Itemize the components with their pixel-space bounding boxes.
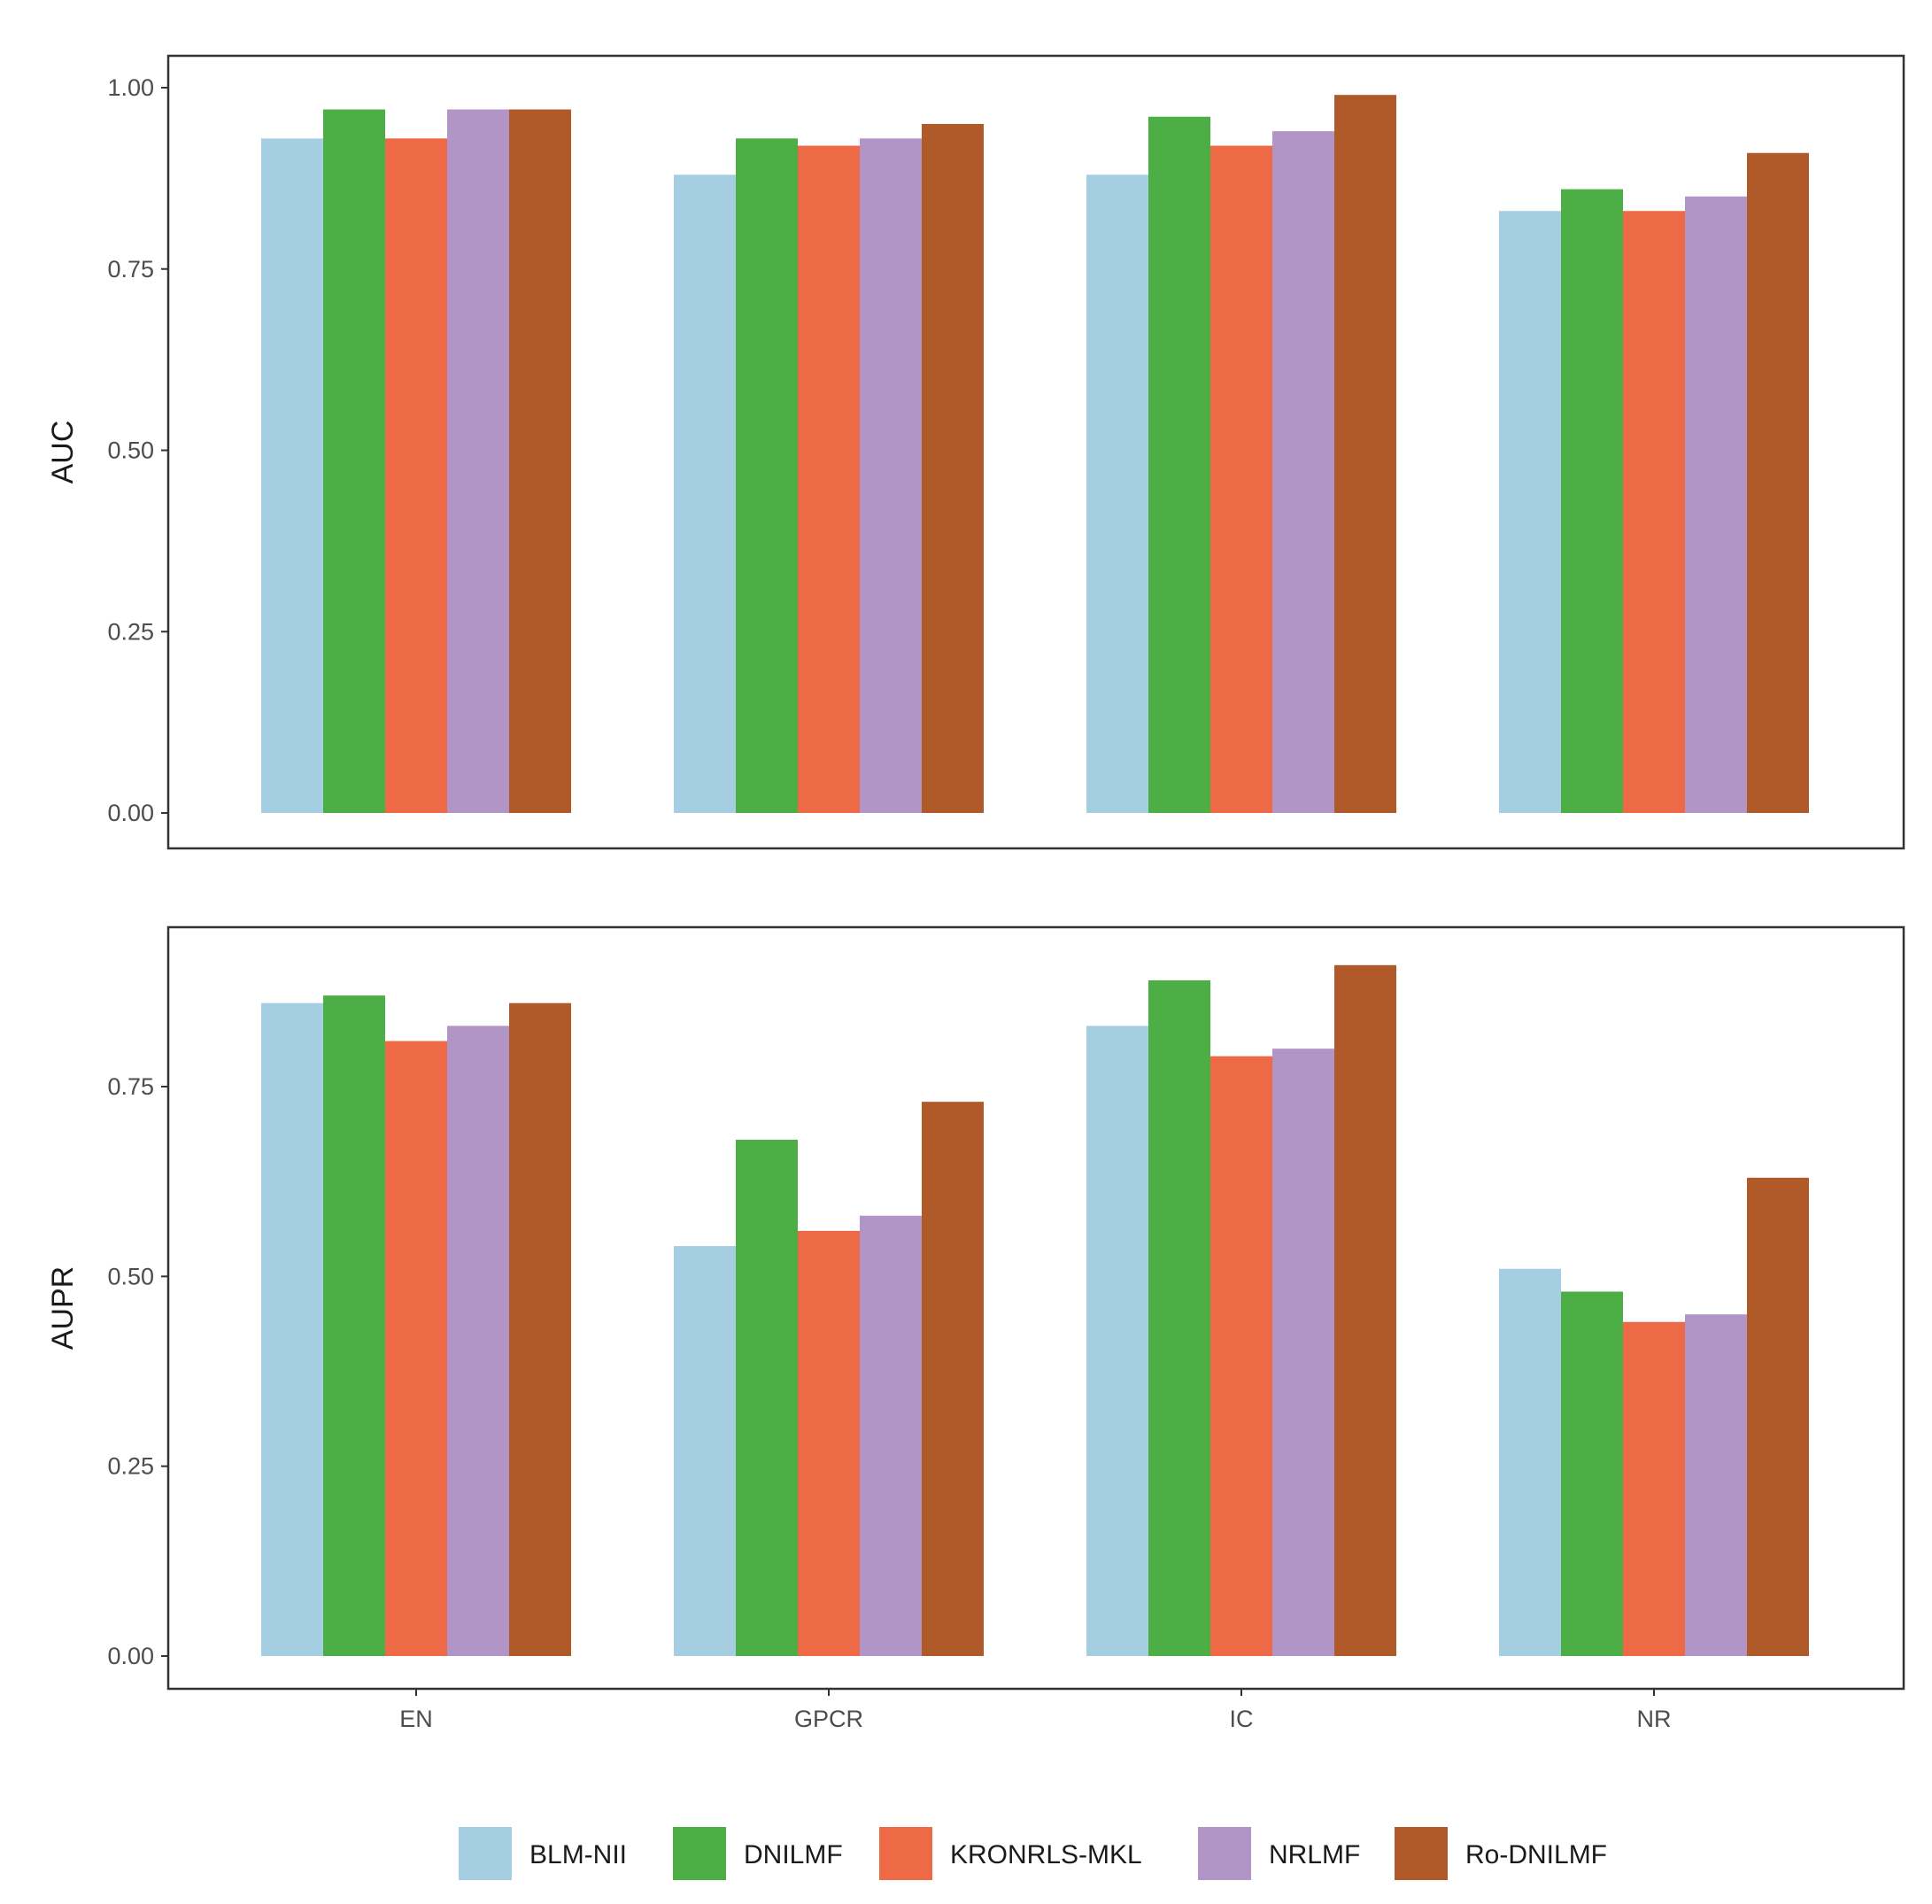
bar-aupr-gpcr-dnilmf [736,1140,798,1656]
x-tick-label: GPCR [794,1706,863,1732]
bar-auc-en-kronrls-mkl [385,138,447,813]
bar-aupr-gpcr-kronrls-mkl [798,1230,860,1656]
legend-label: DNILMF [744,1840,843,1869]
bar-auc-nr-blm-nii [1499,211,1561,814]
bar-aupr-ic-ro-dnilmf [1334,964,1396,1656]
panel-border [166,925,1905,1691]
bar-aupr-en-nrlmf [447,1026,509,1656]
bar-aupr-en-kronrls-mkl [385,1041,447,1656]
bar-auc-en-dnilmf [323,109,385,813]
y-tick-label: 0.25 [107,618,154,645]
bar-aupr-nr-kronrls-mkl [1623,1321,1685,1656]
y-tick-label: 0.75 [107,256,154,283]
bar-aupr-nr-ro-dnilmf [1747,1177,1809,1656]
legend-item: Ro-DNILMF [1395,1827,1607,1880]
panel-2: 0.00 0.25 0.50 0.75 AUPR EN GPCR IC NR [46,925,1905,1732]
bar-auc-gpcr-blm-nii [674,174,736,813]
legend-key [673,1827,726,1880]
bar-aupr-ic-blm-nii [1086,1026,1148,1656]
bar-aupr-nr-blm-nii [1499,1268,1561,1656]
y-tick-label: 0.75 [107,1073,154,1100]
legend-key [1395,1827,1448,1880]
bar-auc-ic-dnilmf [1148,116,1210,813]
bar-auc-en-nrlmf [447,109,509,813]
bar-auc-en-blm-nii [261,138,323,813]
legend-key [459,1827,512,1880]
bar-aupr-en-dnilmf [323,995,385,1656]
y-axis-label: AUPR [46,1266,80,1350]
legend-item: KRONRLS-MKL [879,1827,1142,1880]
legend-label: BLM-NII [529,1840,627,1869]
legend-item: NRLMF [1198,1827,1360,1880]
bar-aupr-gpcr-ro-dnilmf [922,1102,984,1656]
x-tick-label: NR [1637,1706,1672,1732]
bar-auc-ic-kronrls-mkl [1210,145,1272,813]
bar-auc-gpcr-kronrls-mkl [798,145,860,813]
legend: BLM-NII DNILMF KRONRLS-MKL NRLMF Ro-DNILMF [459,1827,1607,1880]
y-tick-label: 1.00 [107,74,154,101]
bar-auc-ic-nrlmf [1272,131,1334,813]
bar-auc-en-ro-dnilmf [509,109,571,813]
bar-aupr-gpcr-nrlmf [860,1215,922,1656]
panels: 0.00 0.25 0.50 0.75 1.00 AUC 0.00 0.25 0.50 0.75 A… [46,54,1905,1732]
legend-label: Ro-DNILMF [1465,1840,1607,1869]
bar-aupr-ic-dnilmf [1148,979,1210,1656]
bar-auc-gpcr-nrlmf [860,138,922,813]
bar-auc-nr-dnilmf [1561,189,1623,813]
y-tick-label: 0.00 [107,800,154,826]
legend-label: KRONRLS-MKL [950,1840,1142,1869]
legend-key [1198,1827,1251,1880]
legend-item: DNILMF [673,1827,843,1880]
x-tick-label: IC [1230,1706,1254,1732]
bar-aupr-nr-nrlmf [1685,1314,1747,1656]
panel-1: 0.00 0.25 0.50 0.75 1.00 AUC [46,54,1905,850]
bar-aupr-ic-nrlmf [1272,1049,1334,1656]
bar-auc-ic-blm-nii [1086,174,1148,813]
bar-aupr-nr-dnilmf [1561,1291,1623,1656]
bar-aupr-en-ro-dnilmf [509,1002,571,1656]
y-tick-label: 0.50 [107,1263,154,1289]
panel-border [166,54,1905,850]
bar-aupr-en-blm-nii [261,1002,323,1656]
y-tick-label: 0.50 [107,437,154,464]
y-axis-label: AUC [46,421,80,484]
bar-aupr-ic-kronrls-mkl [1210,1056,1272,1656]
y-tick-label: 0.25 [107,1453,154,1480]
legend-item: BLM-NII [459,1827,627,1880]
bar-auc-gpcr-ro-dnilmf [922,123,984,813]
bar-aupr-gpcr-blm-nii [674,1246,736,1656]
bar-auc-ic-ro-dnilmf [1334,95,1396,813]
bar-auc-nr-kronrls-mkl [1623,211,1685,814]
legend-label: NRLMF [1269,1840,1360,1869]
bar-auc-nr-ro-dnilmf [1747,152,1809,813]
bar-auc-nr-nrlmf [1685,196,1747,814]
bar-auc-gpcr-dnilmf [736,138,798,813]
legend-key [879,1827,932,1880]
y-tick-label: 0.00 [107,1643,154,1669]
x-tick-label: EN [399,1706,433,1732]
